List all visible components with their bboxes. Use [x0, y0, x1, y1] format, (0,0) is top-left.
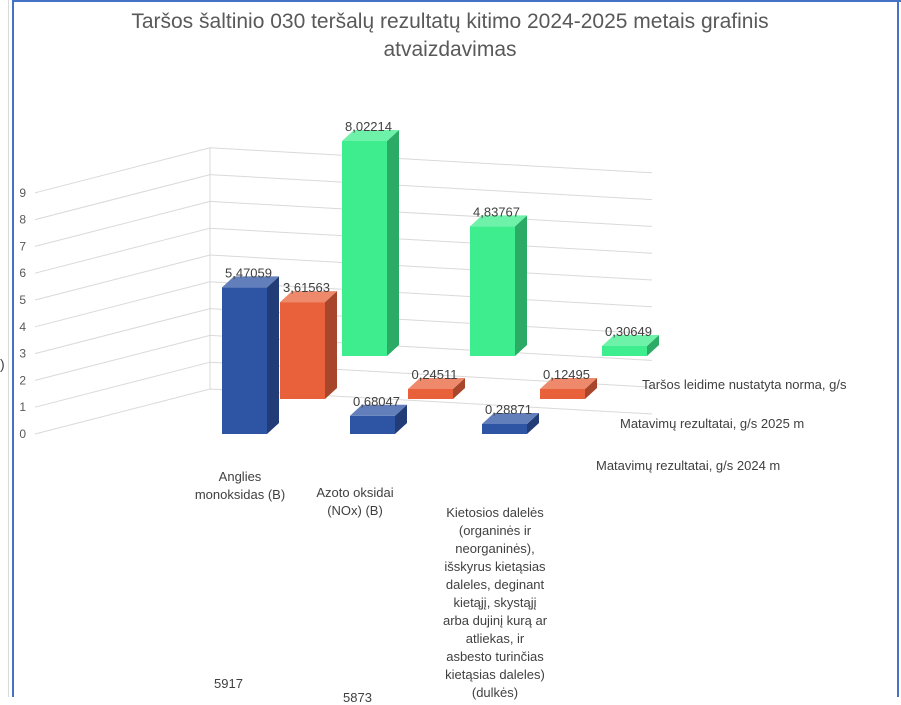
series-labels: Matavimų rezultatai, g/s 2024 m Matavimų … [596, 377, 847, 473]
y-tick-label: 8 [19, 213, 26, 227]
category-label-line: kietąsias daleles) [445, 667, 545, 682]
category-label: Anglies monoksidas (B) [175, 468, 305, 504]
category-label-line: kietąjį, skystąjį [453, 595, 537, 610]
chart-frame-top [12, 0, 901, 2]
bar [280, 291, 337, 399]
data-label: 3,61563 [283, 280, 330, 295]
bar [540, 378, 597, 399]
category-label-line: atliekas, ir [465, 631, 525, 646]
y-tick-label: 6 [19, 266, 26, 280]
category-label: Kietosios dalelės (organinės ir neorganinė… [420, 504, 570, 702]
cut-off-axis-title: ) [0, 356, 5, 372]
category-label-line: Kietosios dalelės [446, 505, 544, 520]
y-tick-label: 2 [19, 373, 26, 387]
chart-title: Taršos šaltinio 030 teršalų rezultatų ki… [131, 10, 769, 61]
category-label-line: daleles, deginant [445, 577, 545, 592]
data-label: 0,68047 [353, 394, 400, 409]
category-label: Azoto oksidai (NOx) (B) [290, 484, 420, 520]
y-tick-label: 9 [19, 186, 26, 200]
data-label: 0,12495 [543, 367, 590, 382]
bar [222, 276, 279, 434]
category-label-line: monoksidas (B) [194, 487, 286, 502]
chart-frame-right [897, 0, 899, 697]
y-axis-ticks: 0 1 2 3 4 5 6 7 8 9 [19, 186, 26, 441]
bar [470, 215, 527, 356]
data-label: 5,47059 [225, 265, 272, 280]
series-label: Taršos leidime nustatyta norma, g/s [642, 377, 847, 392]
category-label-line: neorganinės), [455, 541, 535, 556]
y-tick-label: 0 [19, 427, 26, 441]
bar [482, 413, 539, 434]
data-label: 0,24511 [411, 367, 457, 382]
y-tick-label: 5 [19, 293, 26, 307]
category-label-line: (NOx) (B) [327, 503, 383, 518]
footer-number-2: 5873 [343, 690, 372, 705]
y-tick-label: 4 [19, 320, 26, 334]
y-tick-label: 7 [19, 239, 26, 253]
y-tick-label: 3 [19, 347, 26, 361]
bars [222, 130, 659, 434]
series-label: Matavimų rezultatai, g/s 2025 m [620, 416, 804, 431]
category-label-line: (organinės ir [458, 523, 532, 538]
left-edge [0, 0, 9, 697]
data-label: 0,28871 [485, 402, 532, 417]
chart-frame-left [12, 0, 14, 697]
category-label-line: asbesto turinčias [446, 649, 544, 664]
category-label-line: Azoto oksidai [316, 485, 394, 500]
data-label: 0,30649 [605, 324, 652, 339]
data-labels: 8,02214 4,83767 0,30649 3,61563 0,24511 0,124… [225, 119, 652, 417]
bar [350, 404, 407, 434]
bar [342, 130, 399, 356]
category-label-line: Anglies [218, 469, 262, 484]
bar [602, 335, 659, 356]
category-label-line: (dulkės) [471, 685, 519, 700]
data-label: 4,83767 [473, 204, 520, 219]
y-tick-label: 1 [19, 400, 26, 414]
category-label-line: arba dujinį kurą ar [442, 613, 548, 628]
data-label: 8,02214 [345, 119, 392, 134]
series-label: Matavimų rezultatai, g/s 2024 m [596, 458, 780, 473]
bar [408, 378, 465, 399]
category-label-line: išskyrus kietąsias [444, 559, 546, 574]
footer-number-1: 5917 [214, 676, 243, 691]
